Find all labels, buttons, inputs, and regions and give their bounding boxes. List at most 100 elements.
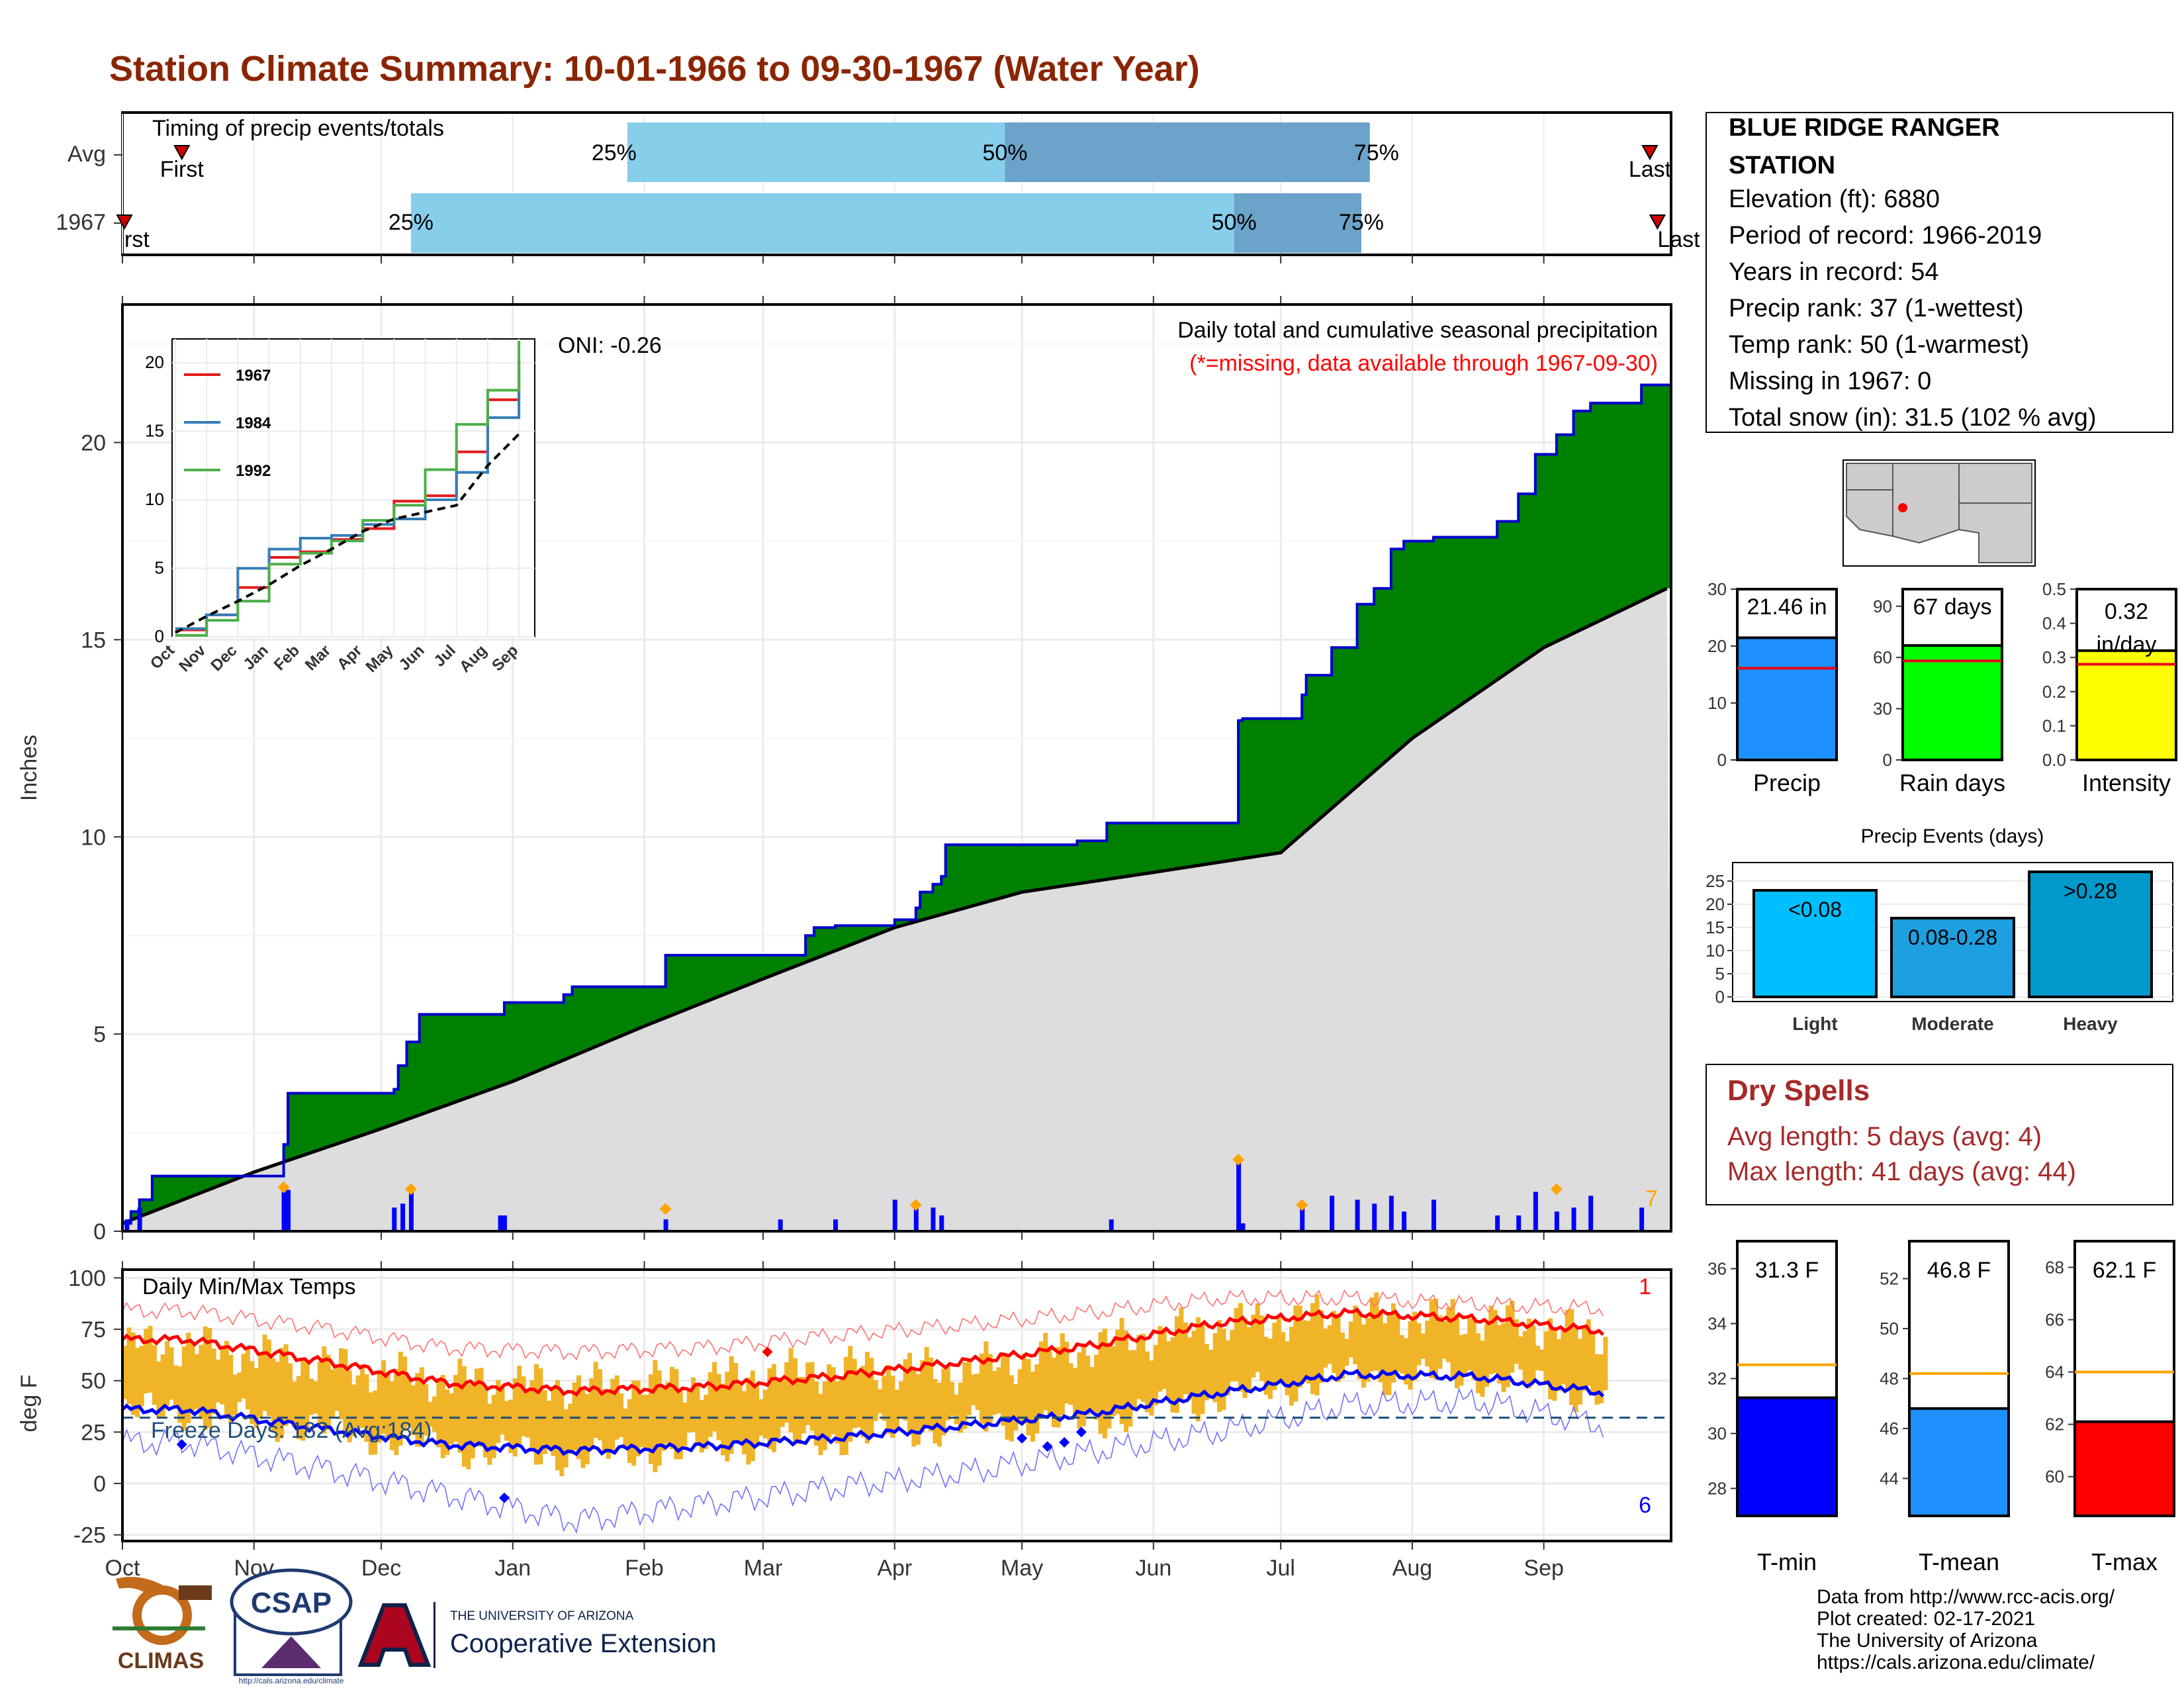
daily-temp-bar: [482, 1388, 488, 1458]
daily-precip-bar: [408, 1192, 414, 1231]
daily-temp-bar: [1174, 1316, 1179, 1413]
daily-temp-bar: [593, 1362, 598, 1438]
daily-temp-bar: [381, 1360, 387, 1434]
daily-temp-bar: [1136, 1335, 1142, 1399]
station-name-1: BLUE RIDGE RANGER: [1729, 114, 2000, 142]
daily-temp-bar: [1170, 1337, 1175, 1413]
timing-1967-first-label: rst: [124, 227, 150, 252]
temp-bar-ytick-label: 46: [1880, 1419, 1899, 1438]
daily-temp-bar: [551, 1389, 556, 1456]
daily-temp-bar: [1102, 1329, 1107, 1438]
daily-temp-bar: [1463, 1334, 1468, 1375]
daily-temp-bar: [674, 1369, 679, 1460]
footer: CLIMAS CSAP http://cals.arizona.edu/clim…: [113, 1568, 2115, 1685]
daily-temp-bar: [924, 1346, 929, 1426]
daily-temp-bar: [1505, 1305, 1510, 1387]
daily-temp-bar: [241, 1354, 246, 1399]
temp-ylabel: deg F: [17, 1375, 42, 1432]
daily-temp-bar: [754, 1385, 760, 1447]
record-temp-marker: [1075, 1427, 1087, 1438]
daily-temp-bar: [614, 1375, 619, 1440]
daily-temp-bar: [1476, 1333, 1481, 1393]
summary-bar-rain-days: [1901, 644, 2003, 762]
daily-temp-bar: [1420, 1333, 1426, 1359]
temp-corner-lo: 6: [1639, 1493, 1651, 1518]
daily-temp-bar: [1484, 1324, 1489, 1387]
station-info-line: Temp rank: 50 (1-warmest): [1729, 331, 2029, 359]
station-info: BLUE RIDGE RANGER STATION Elevation (ft)…: [1706, 112, 2173, 433]
station-name-2: STATION: [1729, 152, 1835, 179]
daily-temp-bar: [1140, 1333, 1146, 1402]
daily-temp-bar: [852, 1358, 857, 1429]
events-bar-moderate: [1890, 917, 2015, 998]
daily-temp-bar: [1043, 1333, 1048, 1411]
x-tick-label: Feb: [625, 1556, 664, 1581]
inset-frame: [171, 338, 535, 637]
daily-temp-bar: [385, 1372, 390, 1438]
daily-temp-bar: [890, 1376, 895, 1438]
daily-temp-bar: [190, 1342, 195, 1411]
daily-temp-bar: [907, 1352, 913, 1435]
summary-ytick-label: 10: [1707, 693, 1727, 713]
daily-temp-bar: [780, 1380, 785, 1427]
inset-legend-label: 1992: [236, 462, 271, 480]
events-bar-label: 0.08-0.28: [1908, 925, 1997, 949]
daily-temp-bar: [962, 1362, 968, 1429]
daily-temp-bar: [194, 1354, 199, 1409]
daily-precip-bar: [1639, 1207, 1645, 1231]
daily-temp-bar: [827, 1364, 832, 1438]
station-info-line: Period of record: 1966-2019: [1729, 222, 2042, 250]
daily-temp-bar: [250, 1361, 255, 1424]
daily-temp-bar: [424, 1383, 429, 1436]
daily-temp-bar: [351, 1384, 357, 1436]
daily-temp-bar: [631, 1380, 637, 1466]
daily-precip-bar: [913, 1203, 919, 1231]
daily-temp-bar: [275, 1362, 280, 1442]
summary-value-text-unit: in/day: [2097, 632, 2157, 657]
daily-temp-bar: [695, 1385, 700, 1444]
daily-temp-bar: [848, 1346, 853, 1442]
daily-temp-bar: [258, 1352, 263, 1419]
daily-temp-bar: [1217, 1320, 1222, 1413]
daily-temp-bar: [1085, 1356, 1091, 1415]
daily-temp-bar: [1077, 1352, 1082, 1429]
events-ytick-label: 5: [1715, 964, 1725, 984]
daily-temp-bar: [1047, 1346, 1052, 1417]
daily-temp-bar: [292, 1382, 297, 1428]
summary-ytick-label: 30: [1707, 579, 1727, 599]
events-ytick-label: 20: [1706, 894, 1725, 914]
temp-bar-ytick-label: 36: [1707, 1259, 1727, 1279]
daily-temp-bar: [784, 1362, 790, 1423]
daily-temp-bar: [1535, 1345, 1540, 1371]
daily-temp-bar: [1480, 1340, 1485, 1397]
summary-ytick-label: 0.5: [2042, 579, 2066, 599]
daily-temp-bar: [487, 1403, 492, 1465]
daily-temp-bar: [283, 1344, 289, 1426]
daily-temp-bar: [1259, 1315, 1265, 1381]
daily-temp-bar: [623, 1408, 628, 1449]
daily-precip-bar: [137, 1207, 142, 1231]
precip-events: Precip Events (days) 0 5 10 15 20 25 <0.08 Ligh…: [1706, 825, 2173, 1034]
daily-temp-bar: [1369, 1297, 1375, 1372]
daily-temp-bar: [839, 1378, 844, 1456]
daily-temp-bar: [873, 1380, 878, 1421]
daily-temp-bar: [966, 1361, 972, 1415]
daily-temp-bar: [1111, 1346, 1116, 1416]
daily-temp-bar: [1492, 1309, 1498, 1374]
daily-temp-bar: [1017, 1369, 1023, 1421]
timing-1967-last-marker: [1649, 214, 1666, 230]
events-bar-label: <0.08: [1788, 898, 1842, 921]
timing-panel: Timing of precip events/totals Avg 1967 …: [56, 111, 1700, 305]
daily-temp-bar: [635, 1380, 641, 1456]
daily-precip-bar: [778, 1219, 783, 1231]
precip-average-line: [122, 586, 1668, 1225]
daily-temp-bar: [686, 1390, 692, 1433]
daily-temp-bar: [470, 1383, 475, 1459]
daily-temp-bar: [343, 1348, 348, 1435]
daily-temp-bar: [449, 1393, 454, 1444]
daily-temp-bar: [1522, 1331, 1527, 1383]
temp-bar-t-mean: [1908, 1407, 2010, 1517]
daily-precip-bar: [502, 1215, 507, 1231]
daily-temp-bar: [126, 1327, 132, 1404]
daily-temp-bar: [1230, 1330, 1235, 1382]
